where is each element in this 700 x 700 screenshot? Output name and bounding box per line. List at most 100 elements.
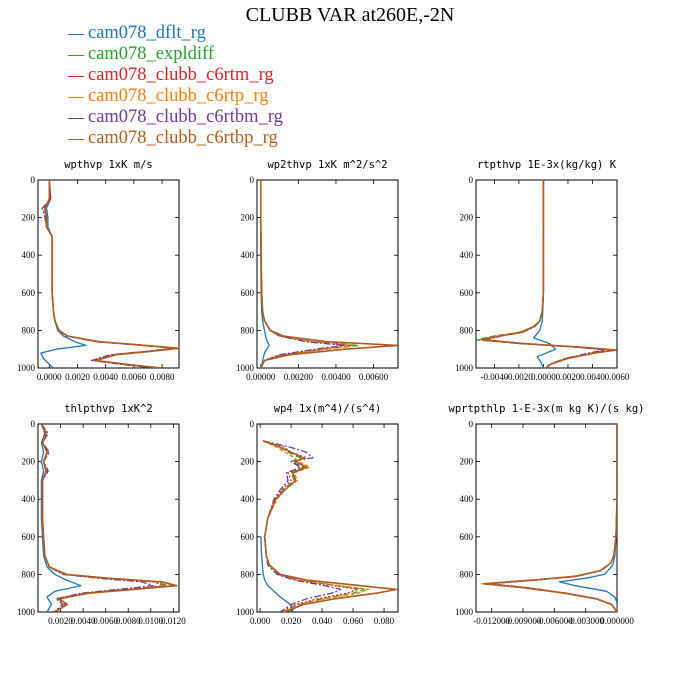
panel-title: thlpthvp 1xK^2 xyxy=(64,403,153,415)
x-tick-label: -0.0020 xyxy=(505,372,533,382)
series-line xyxy=(485,424,617,612)
panel-title: rtpthvp 1E-3x(kg/kg) K xyxy=(477,159,617,171)
panel: thlpthvp 1xK^2020040060080010000.00200.0… xyxy=(17,403,186,626)
plot-frame xyxy=(256,423,399,613)
y-tick-label: 400 xyxy=(460,494,474,504)
x-tick-label: -0.012000 xyxy=(473,616,510,626)
y-tick-label: 200 xyxy=(460,213,474,223)
x-tick-label: 0.0040 xyxy=(71,616,96,626)
y-tick-label: 200 xyxy=(241,213,255,223)
y-tick-label: 600 xyxy=(22,532,36,542)
legend-swatch xyxy=(68,118,84,119)
series-line xyxy=(44,180,179,368)
y-tick-label: 1000 xyxy=(17,607,36,617)
x-tick-label: 0.0060 xyxy=(605,372,630,382)
series-line xyxy=(485,180,606,368)
panel: wp2thvp 1xK m^2/s^2020040060080010000.00… xyxy=(236,159,399,382)
x-tick-label: 0.080 xyxy=(374,616,395,626)
y-tick-label: 800 xyxy=(241,325,255,335)
y-tick-label: 800 xyxy=(22,569,36,579)
series-line xyxy=(479,180,616,368)
plot-frame xyxy=(37,423,180,613)
x-tick-label: 0.0120 xyxy=(161,616,186,626)
legend-swatch xyxy=(68,139,84,140)
series-line xyxy=(532,180,557,368)
series-line xyxy=(263,440,342,612)
x-tick-label: 0.0080 xyxy=(116,616,141,626)
x-tick-label: 0.0020 xyxy=(556,372,581,382)
y-tick-label: 400 xyxy=(22,250,36,260)
legend-label: cam078_clubb_c6rtbm_rg xyxy=(88,107,283,127)
series-line xyxy=(480,424,617,612)
y-tick-label: 200 xyxy=(241,457,255,467)
y-tick-label: 0 xyxy=(250,419,255,429)
x-tick-label: -0.009000 xyxy=(505,616,542,626)
y-tick-label: 1000 xyxy=(236,607,255,617)
x-tick-label: 0.0080 xyxy=(150,372,175,382)
legend-label: cam078_clubb_c6rtbp_rg xyxy=(88,128,278,148)
y-tick-label: 1000 xyxy=(17,363,36,373)
legend-label: cam078_clubb_c6rtm_rg xyxy=(88,65,274,85)
panel-title: wpthvp 1xK m/s xyxy=(64,159,153,171)
series-line xyxy=(40,180,87,368)
y-tick-label: 600 xyxy=(241,532,255,542)
y-tick-label: 400 xyxy=(460,250,474,260)
y-tick-label: 200 xyxy=(22,457,36,467)
y-tick-label: 1000 xyxy=(455,607,474,617)
x-tick-label: 0.0040 xyxy=(93,372,118,382)
plot-frame xyxy=(256,179,399,369)
legend-label: cam078_dflt_rg xyxy=(88,23,206,43)
y-tick-label: 0 xyxy=(469,175,474,185)
series-line xyxy=(40,424,82,612)
x-tick-label: 0.000000 xyxy=(600,616,634,626)
legend-label: cam078_clubb_c6rtp_rg xyxy=(88,86,269,106)
panel: wprtpthlp 1-E-3x(m kg K)/(s kg) 0 200 400 60… xyxy=(449,403,645,626)
x-tick-label: 0.020 xyxy=(281,616,302,626)
y-tick-label: 800 xyxy=(460,325,474,335)
series-line xyxy=(44,180,179,368)
x-tick-label: 0.000 xyxy=(250,616,271,626)
y-tick-label: 0 xyxy=(31,175,36,185)
x-tick-label: 0.0020 xyxy=(65,372,90,382)
y-tick-label: 400 xyxy=(241,494,255,504)
series-line xyxy=(42,180,176,368)
y-tick-label: 600 xyxy=(241,288,255,298)
y-tick-label: 0 xyxy=(469,419,474,429)
y-tick-label: 800 xyxy=(22,325,36,335)
legend-label: cam078_expldiff xyxy=(88,44,215,64)
panel: rtpthvp 1E-3x(kg/kg) K02004006008001000-… xyxy=(455,159,630,382)
legend-swatch xyxy=(68,76,84,77)
x-tick-label: 0.00000 xyxy=(246,372,276,382)
series-line xyxy=(480,180,617,368)
x-tick-label: 0.0100 xyxy=(138,616,163,626)
series-line xyxy=(481,180,617,368)
panel-title: wprtpthlp 1-E-3x(m kg K)/(s kg) xyxy=(449,403,645,415)
series-line xyxy=(44,180,177,368)
y-tick-label: 0 xyxy=(250,175,255,185)
series-line xyxy=(558,424,617,612)
y-tick-label: 200 xyxy=(460,457,474,467)
series-line xyxy=(40,424,178,612)
y-tick-label: 200 xyxy=(22,213,36,223)
x-tick-label: 0.0060 xyxy=(93,616,118,626)
series-line xyxy=(488,424,617,612)
x-tick-label: -0.006000 xyxy=(536,616,573,626)
y-tick-label: 600 xyxy=(460,288,474,298)
series-line xyxy=(262,440,398,612)
plot-frame xyxy=(475,179,618,369)
x-tick-label: 0.0000 xyxy=(37,372,62,382)
chart-title: CLUBB VAR at260E,-2N xyxy=(245,4,455,26)
series-line xyxy=(41,180,175,368)
x-tick-label: -0.003000 xyxy=(567,616,604,626)
y-tick-label: 1000 xyxy=(236,363,255,373)
legend-swatch xyxy=(68,34,84,35)
series-line xyxy=(483,424,617,612)
x-tick-label: -0.0040 xyxy=(481,372,509,382)
y-tick-label: 0 xyxy=(31,419,36,429)
x-tick-label: 0.0020 xyxy=(48,616,73,626)
x-tick-label: 0.00200 xyxy=(284,372,314,382)
series-line xyxy=(259,180,398,368)
y-tick-label: 400 xyxy=(22,494,36,504)
